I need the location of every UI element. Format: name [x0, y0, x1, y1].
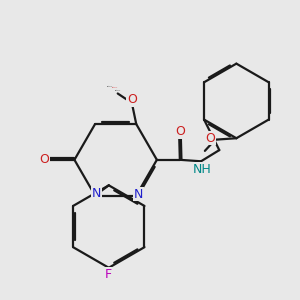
Text: O: O	[39, 153, 49, 166]
Text: O: O	[175, 125, 185, 138]
Text: N: N	[134, 188, 143, 200]
Text: methoxy: methoxy	[107, 86, 113, 87]
Text: NH: NH	[193, 163, 212, 176]
Text: methoxy: methoxy	[116, 89, 122, 91]
Text: F: F	[105, 268, 112, 281]
Text: O: O	[127, 94, 137, 106]
Text: O: O	[205, 132, 215, 145]
Text: N: N	[92, 187, 101, 200]
Text: methoxy: methoxy	[112, 87, 118, 88]
